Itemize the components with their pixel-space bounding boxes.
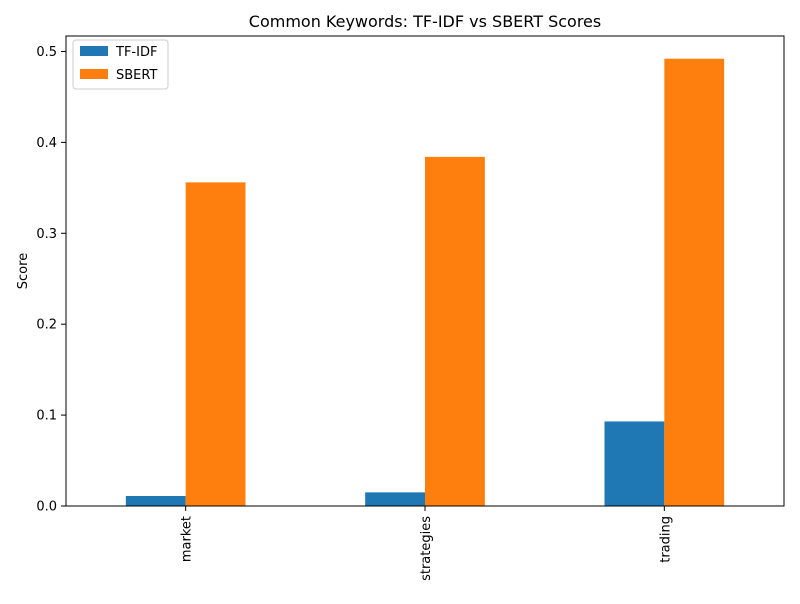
y-tick-label: 0.1 — [36, 409, 57, 424]
bar-tf-idf-strategies — [365, 492, 425, 506]
y-tick-label: 0.2 — [36, 318, 57, 333]
y-axis-label: Score — [16, 253, 31, 289]
bar-tf-idf-market — [125, 496, 186, 506]
bar-tf-idf-trading — [604, 421, 665, 506]
x-tick-label: market — [180, 516, 195, 562]
x-tick-label: trading — [658, 516, 673, 563]
chart-title: Common Keywords: TF-IDF vs SBERT Scores — [249, 12, 601, 31]
y-tick-label: 0.3 — [36, 227, 57, 242]
bar-sbert-trading — [664, 58, 725, 507]
legend-label-tf-idf: TF-IDF — [115, 45, 157, 60]
bar-sbert-strategies — [425, 156, 485, 506]
y-axis: 0.0 0.1 0.2 0.3 0.4 0.5 — [36, 45, 66, 515]
bar-sbert-market — [185, 182, 246, 506]
x-tick-label: strategies — [419, 516, 434, 581]
legend-swatch-tf-idf — [80, 46, 108, 56]
legend-label-sbert: SBERT — [116, 68, 157, 83]
y-tick-label: 0.0 — [36, 500, 57, 515]
bars-layer — [125, 58, 725, 507]
legend: TF-IDF SBERT — [72, 39, 169, 90]
y-tick-label: 0.5 — [36, 45, 57, 60]
legend-swatch-sbert — [80, 69, 108, 79]
x-axis: market strategies trading — [180, 506, 673, 581]
y-tick-label: 0.4 — [36, 136, 57, 151]
